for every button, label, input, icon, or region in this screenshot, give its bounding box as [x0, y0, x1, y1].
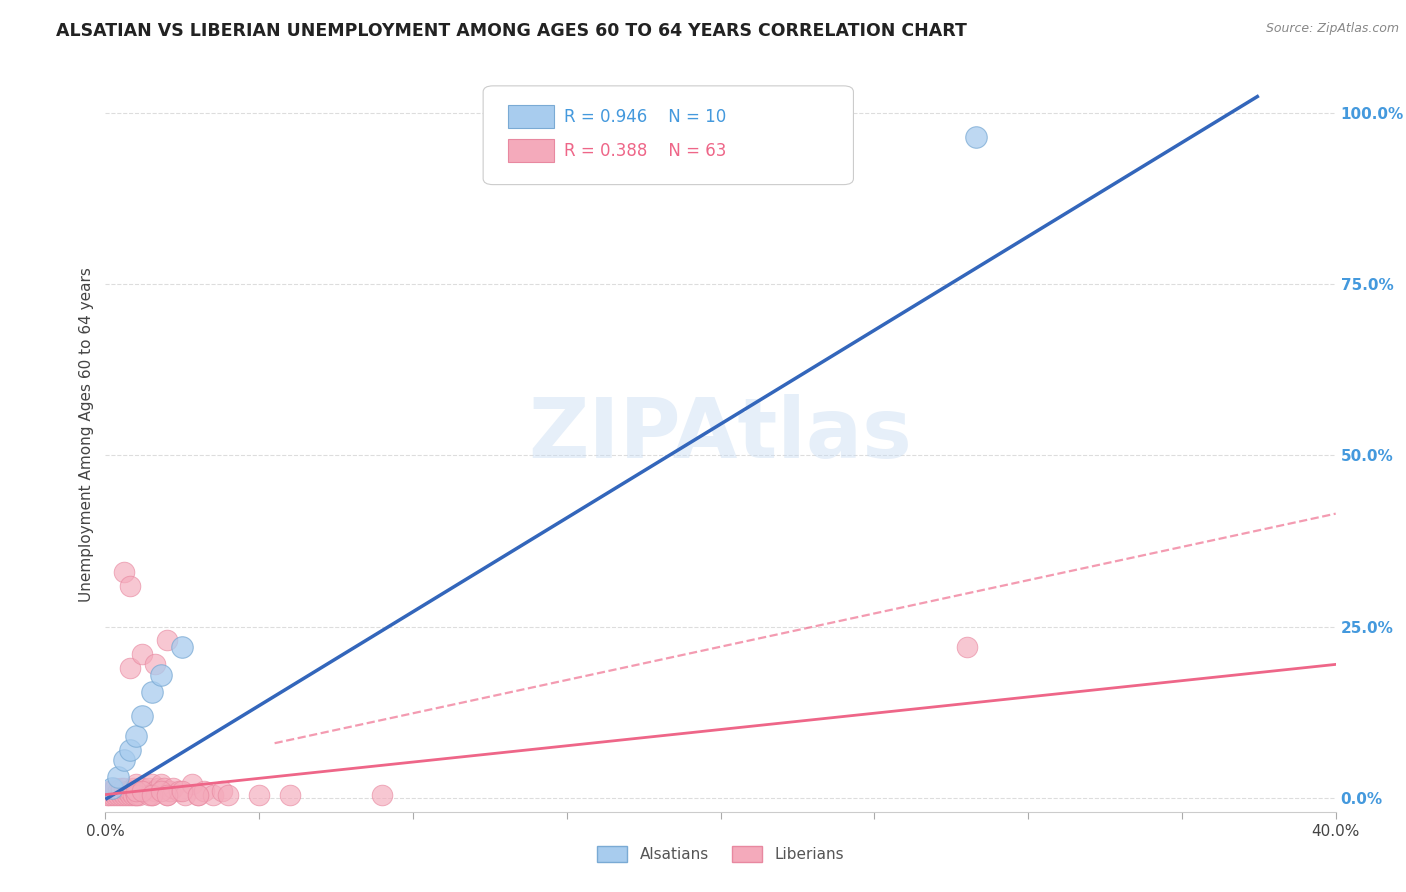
Point	[218, 788, 240, 802]
Point	[247, 788, 270, 802]
Point	[149, 667, 172, 681]
Point	[120, 578, 141, 592]
Point	[97, 784, 120, 798]
Point	[120, 661, 141, 675]
Point	[107, 771, 129, 785]
Point	[115, 784, 138, 798]
Point	[122, 780, 145, 795]
Text: ZIPAtlas: ZIPAtlas	[529, 394, 912, 475]
Point	[141, 685, 163, 699]
Bar	[508, 105, 554, 128]
Point	[125, 784, 148, 798]
Point	[187, 788, 209, 802]
Point	[125, 788, 148, 802]
Point	[125, 730, 148, 744]
Point	[112, 788, 135, 802]
Point	[131, 784, 153, 798]
Point	[96, 788, 118, 802]
Point	[174, 788, 197, 802]
Point	[110, 788, 132, 802]
Point	[141, 788, 163, 802]
Point	[120, 788, 141, 802]
Text: ALSATIAN VS LIBERIAN UNEMPLOYMENT AMONG AGES 60 TO 64 YEARS CORRELATION CHART: ALSATIAN VS LIBERIAN UNEMPLOYMENT AMONG …	[56, 22, 967, 40]
Point	[100, 788, 122, 802]
Point	[202, 788, 225, 802]
Point	[159, 784, 181, 798]
Point	[110, 780, 132, 795]
Point	[131, 780, 153, 795]
Text: Source: ZipAtlas.com: Source: ZipAtlas.com	[1265, 22, 1399, 36]
Point	[128, 788, 150, 802]
Point	[131, 708, 153, 723]
Point	[107, 784, 129, 798]
Point	[141, 788, 163, 802]
Point	[143, 657, 166, 672]
Point	[131, 647, 153, 661]
Point	[156, 788, 179, 802]
Point	[120, 743, 141, 757]
Point	[278, 788, 301, 802]
Point	[138, 780, 160, 795]
Point	[153, 780, 176, 795]
Point	[112, 565, 135, 579]
Point	[187, 788, 209, 802]
Point	[211, 784, 233, 798]
Point	[100, 780, 122, 795]
Point	[125, 777, 148, 791]
Text: R = 0.388    N = 63: R = 0.388 N = 63	[564, 142, 727, 160]
Point	[169, 784, 191, 798]
Point	[143, 784, 166, 798]
Point	[107, 788, 129, 802]
Point	[97, 788, 120, 802]
Point	[112, 780, 135, 795]
Point	[965, 129, 987, 144]
Point	[134, 784, 156, 798]
Point	[100, 784, 122, 798]
Point	[180, 777, 202, 791]
Point	[138, 788, 160, 802]
Point	[131, 784, 153, 798]
Point	[193, 784, 215, 798]
Point	[149, 777, 172, 791]
FancyBboxPatch shape	[484, 86, 853, 185]
Point	[104, 780, 127, 795]
Text: R = 0.946    N = 10: R = 0.946 N = 10	[564, 108, 727, 126]
Point	[104, 788, 127, 802]
Point	[125, 788, 148, 802]
Point	[149, 784, 172, 798]
Point	[122, 788, 145, 802]
Point	[172, 784, 194, 798]
Point	[120, 784, 141, 798]
Y-axis label: Unemployment Among Ages 60 to 64 years: Unemployment Among Ages 60 to 64 years	[79, 268, 94, 602]
Point	[146, 780, 169, 795]
Point	[172, 640, 194, 655]
Point	[112, 753, 135, 767]
Point	[156, 788, 179, 802]
Point	[156, 633, 179, 648]
Point	[141, 777, 163, 791]
Point	[956, 640, 979, 655]
Point	[371, 788, 394, 802]
Bar	[508, 139, 554, 162]
Legend: Alsatians, Liberians: Alsatians, Liberians	[591, 840, 851, 868]
Point	[110, 784, 132, 798]
Point	[162, 780, 184, 795]
Point	[115, 788, 138, 802]
